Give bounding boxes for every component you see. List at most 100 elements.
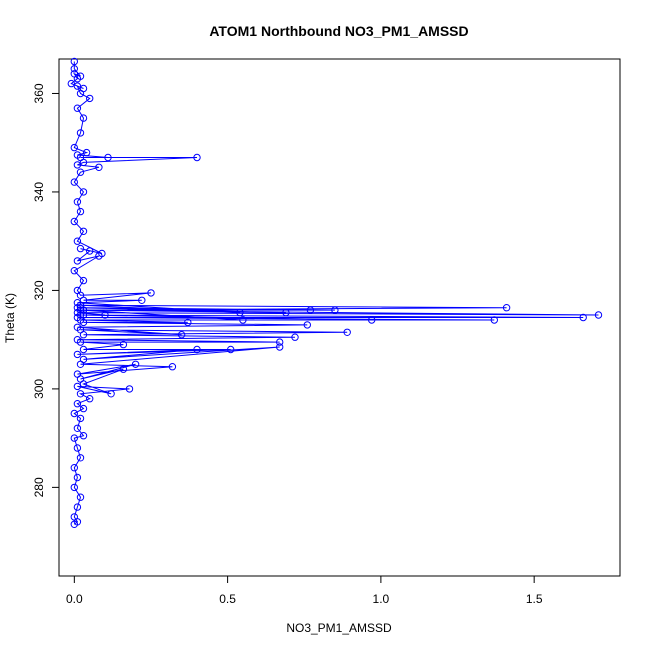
data-point xyxy=(276,343,284,351)
data-point xyxy=(70,513,79,521)
data-point xyxy=(76,168,85,176)
data-point xyxy=(86,395,94,403)
data-point xyxy=(73,444,82,452)
data-point xyxy=(138,296,146,304)
y-tick-label: 300 xyxy=(32,379,46,399)
data-point xyxy=(579,313,587,322)
data-point xyxy=(73,198,82,206)
data-point xyxy=(594,311,603,319)
data-point xyxy=(306,306,315,314)
data-point xyxy=(107,390,115,398)
x-axis-label: NO3_PM1_AMSSD xyxy=(286,621,392,635)
data-point xyxy=(70,464,79,472)
data-point xyxy=(73,257,82,265)
data-point xyxy=(67,79,76,88)
data-point xyxy=(303,321,311,329)
data-point xyxy=(73,336,82,344)
data-point xyxy=(70,57,79,66)
y-tick-label: 280 xyxy=(32,477,46,497)
data-point xyxy=(343,328,351,336)
data-point xyxy=(147,289,155,297)
data-point xyxy=(70,65,79,73)
data-point xyxy=(193,153,201,162)
data-point xyxy=(73,400,82,408)
data-point xyxy=(331,306,339,314)
data-point xyxy=(125,385,134,393)
data-point xyxy=(76,244,85,253)
data-point xyxy=(86,247,94,255)
x-tick-label: 1.0 xyxy=(373,592,390,606)
data-point xyxy=(227,345,235,354)
data-point xyxy=(368,316,376,324)
x-axis: 0.0 0.5 1.0 1.5 xyxy=(66,575,543,606)
data-point xyxy=(177,331,186,339)
data-point xyxy=(70,143,79,152)
data-point xyxy=(490,316,498,324)
data-point xyxy=(82,148,91,157)
data-point xyxy=(73,424,82,432)
data-point xyxy=(73,370,82,378)
data-point xyxy=(70,217,79,226)
y-axis: 280 300 320 340 360 xyxy=(32,83,60,497)
data-point xyxy=(79,432,88,440)
series-path xyxy=(70,61,599,525)
data-point xyxy=(73,473,82,482)
data-point xyxy=(76,72,85,80)
data-point xyxy=(79,404,88,413)
chart-title: ATOM1 Northbound NO3_PM1_AMSSD xyxy=(209,23,468,39)
data-point xyxy=(70,70,79,78)
data-point xyxy=(236,308,244,317)
data-point xyxy=(76,129,85,137)
data-point xyxy=(73,299,82,307)
y-axis-label: Theta (K) xyxy=(3,293,17,343)
data-point xyxy=(73,161,82,169)
y-tick-label: 340 xyxy=(32,182,46,202)
data-point xyxy=(104,153,112,162)
data-point xyxy=(70,178,79,186)
data-point xyxy=(73,503,82,511)
data-point xyxy=(101,311,109,319)
data-point xyxy=(73,323,82,331)
x-tick-label: 1.5 xyxy=(526,592,543,606)
series-points xyxy=(67,57,603,528)
data-point xyxy=(79,114,88,122)
data-point xyxy=(73,104,82,112)
y-tick-label: 360 xyxy=(32,83,46,103)
data-point xyxy=(79,355,88,364)
data-point xyxy=(86,94,94,103)
data-point xyxy=(73,286,82,295)
data-point xyxy=(79,188,88,196)
data-point xyxy=(95,163,103,172)
data-point xyxy=(76,454,85,462)
data-point xyxy=(73,382,82,391)
data-point xyxy=(79,227,88,236)
data-point xyxy=(131,360,140,368)
data-point xyxy=(73,237,82,245)
data-point xyxy=(76,493,85,501)
data-point xyxy=(73,82,82,90)
data-point xyxy=(76,207,85,216)
x-tick-label: 0.0 xyxy=(66,592,83,606)
data-point xyxy=(79,84,88,93)
data-point xyxy=(98,249,106,258)
data-point xyxy=(291,333,299,341)
data-point xyxy=(70,483,79,492)
data-point xyxy=(79,276,88,285)
data-point xyxy=(70,409,79,418)
data-point xyxy=(70,267,79,275)
data-point xyxy=(76,414,85,423)
data-point xyxy=(70,434,79,442)
y-tick-label: 320 xyxy=(32,280,46,300)
data-point xyxy=(502,304,511,312)
series-line xyxy=(70,61,599,525)
data-point xyxy=(73,350,82,359)
x-tick-label: 0.5 xyxy=(219,592,236,606)
data-point xyxy=(73,151,82,159)
data-point xyxy=(168,363,177,371)
data-point xyxy=(193,345,201,354)
data-point xyxy=(184,318,192,327)
data-point xyxy=(282,308,290,317)
data-point xyxy=(276,338,284,346)
data-point xyxy=(119,365,128,373)
